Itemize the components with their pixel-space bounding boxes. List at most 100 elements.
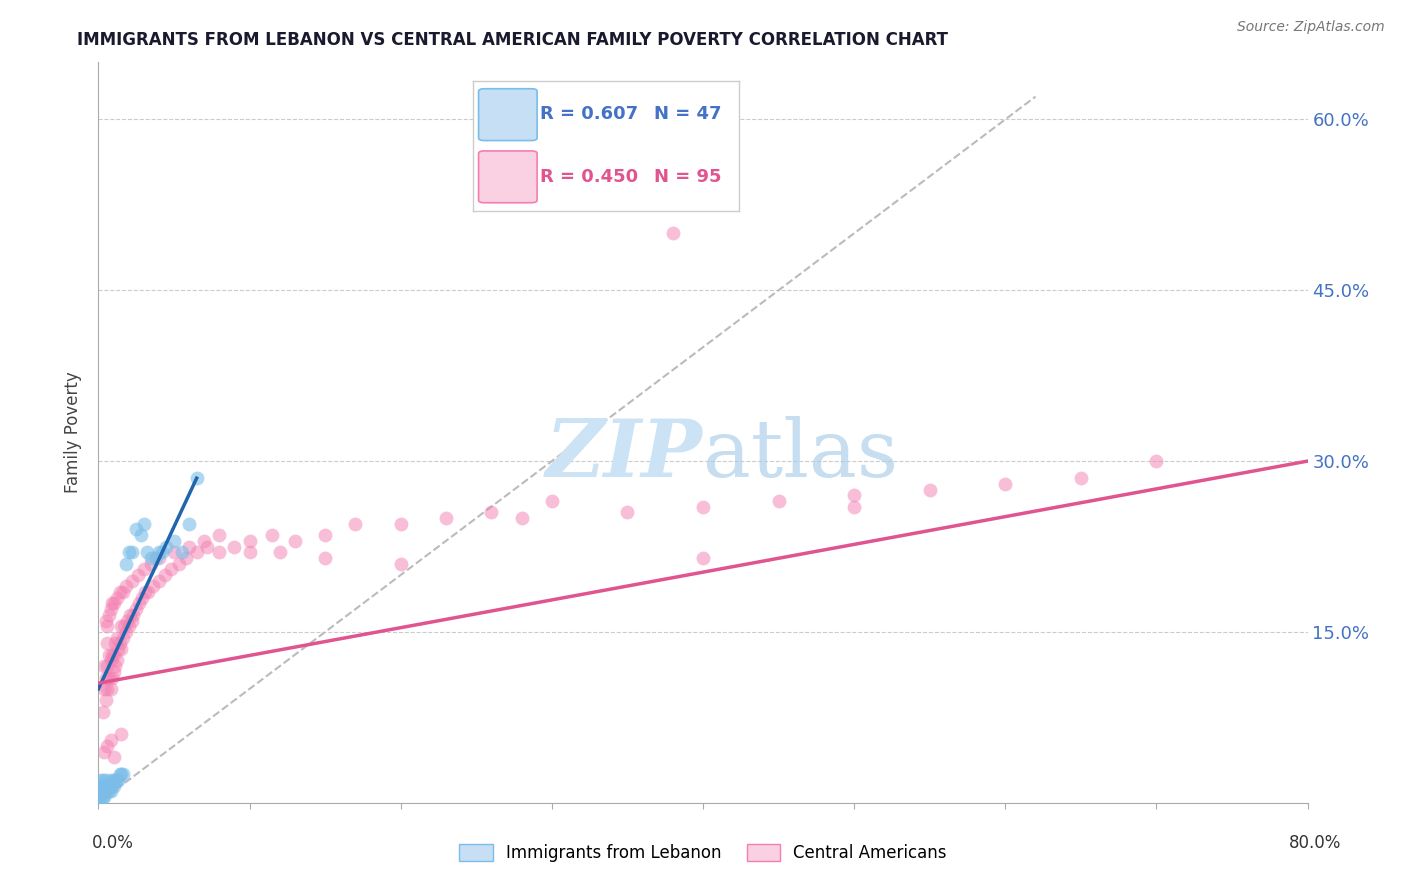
Point (112, 619, 135, 633)
Point (121, 545, 143, 559)
Point (153, 568, 176, 582)
Point (100, 733, 122, 747)
Point (101, 671, 124, 685)
Point (179, 516, 201, 531)
Point (96, 739, 118, 753)
Point (91, 705, 114, 719)
Point (93, 659, 115, 673)
Point (108, 585, 131, 599)
Point (186, 471, 208, 485)
Point (103, 648, 125, 662)
Point (163, 533, 186, 548)
Point (101, 779, 124, 793)
Point (344, 516, 367, 531)
Point (262, 528, 284, 542)
Point (170, 545, 193, 559)
Point (94, 693, 117, 707)
Point (100, 681, 122, 696)
Text: IMMIGRANTS FROM LEBANON VS CENTRAL AMERICAN FAMILY POVERTY CORRELATION CHART: IMMIGRANTS FROM LEBANON VS CENTRAL AMERI… (77, 31, 948, 49)
Point (90, 784, 112, 798)
Point (110, 642, 132, 657)
Point (125, 602, 148, 616)
Point (98, 779, 121, 793)
Point (481, 505, 503, 519)
Point (100, 602, 122, 616)
Point (994, 476, 1017, 491)
Point (174, 550, 197, 565)
Point (98, 784, 121, 798)
Point (98, 607, 121, 622)
Point (111, 631, 134, 645)
Point (844, 500, 866, 514)
Point (94, 614, 117, 628)
Point (121, 614, 143, 628)
Point (90, 779, 112, 793)
Point (96, 681, 118, 696)
Point (111, 585, 134, 599)
Point (108, 767, 131, 781)
Y-axis label: Family Poverty: Family Poverty (65, 372, 83, 493)
Point (193, 533, 215, 548)
Point (96, 619, 118, 633)
Point (110, 727, 132, 741)
Point (142, 579, 165, 593)
Point (105, 631, 128, 645)
Point (179, 540, 201, 554)
Point (91, 784, 114, 798)
Point (100, 653, 122, 667)
Point (155, 540, 177, 554)
Point (94, 772, 117, 787)
Point (1144, 454, 1167, 468)
Point (94, 671, 117, 685)
Point (163, 545, 186, 559)
Point (132, 562, 155, 576)
Point (94, 784, 117, 798)
Point (93, 790, 115, 805)
Point (239, 545, 262, 559)
Point (91, 772, 114, 787)
Point (136, 585, 159, 599)
Point (93, 784, 115, 798)
Text: 80.0%: 80.0% (1288, 834, 1341, 852)
Point (114, 557, 136, 571)
Point (692, 500, 714, 514)
Point (98, 671, 121, 685)
Point (208, 528, 231, 542)
Point (93, 779, 115, 793)
Point (96, 636, 118, 650)
Point (96, 784, 118, 798)
Point (160, 562, 183, 576)
Point (107, 642, 129, 657)
Point (98, 648, 121, 662)
Legend: Immigrants from Lebanon, Central Americans: Immigrants from Lebanon, Central America… (453, 837, 953, 869)
Point (239, 533, 262, 548)
Text: atlas: atlas (703, 416, 898, 494)
Point (510, 511, 533, 525)
Point (104, 636, 127, 650)
Point (186, 545, 208, 559)
Point (89, 784, 111, 798)
Point (118, 619, 141, 633)
Point (167, 557, 190, 571)
Point (129, 528, 152, 542)
Text: 0.0%: 0.0% (91, 834, 134, 852)
Point (96, 659, 118, 673)
Point (91, 779, 114, 793)
Point (135, 545, 157, 559)
Point (100, 784, 122, 798)
Point (101, 648, 124, 662)
Point (103, 665, 125, 679)
Point (111, 767, 134, 781)
Text: ZIP: ZIP (546, 416, 703, 493)
Point (768, 494, 790, 508)
Point (114, 624, 136, 639)
Point (150, 545, 173, 559)
Point (616, 505, 638, 519)
Point (100, 772, 122, 787)
Point (141, 557, 163, 571)
Point (103, 779, 125, 793)
Point (127, 568, 149, 582)
Point (389, 516, 412, 531)
Point (692, 550, 714, 565)
Point (132, 516, 155, 531)
